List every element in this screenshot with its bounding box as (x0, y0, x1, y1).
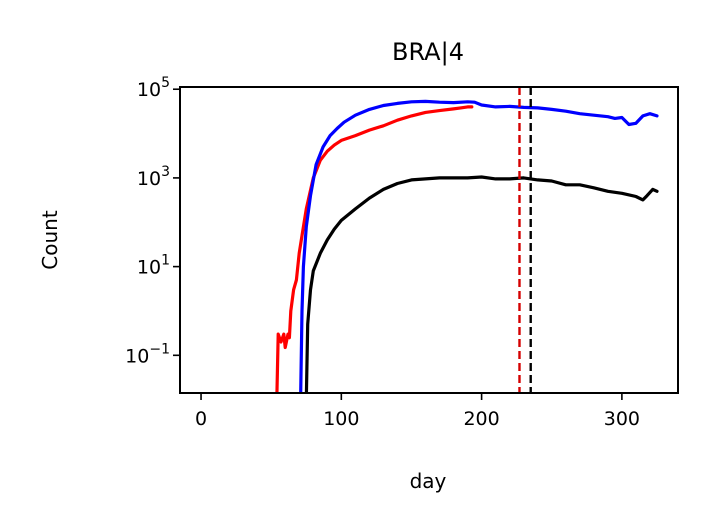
x-tick-label: 300 (604, 408, 640, 430)
y-tick-label: 101 (137, 253, 170, 279)
plot-area (275, 87, 659, 393)
series-line-2 (299, 99, 659, 393)
chart-title: BRA|4 (392, 38, 464, 66)
y-tick-label: 105 (137, 75, 170, 101)
x-axis-label: day (410, 469, 447, 493)
x-axis: 0 100 200 300 (195, 393, 640, 430)
x-tick-label: 200 (463, 408, 499, 430)
x-tick-label: 0 (195, 408, 207, 430)
y-axis-label: Count (38, 210, 62, 270)
y-axis: 10−1 101 103 105 (125, 75, 180, 367)
y-tick-label: 10−1 (125, 341, 170, 367)
y-tick-label: 103 (137, 164, 170, 190)
series-line-1 (275, 105, 474, 393)
axes-frame (179, 86, 679, 394)
series-line-3 (304, 175, 659, 393)
x-tick-label: 100 (323, 408, 359, 430)
